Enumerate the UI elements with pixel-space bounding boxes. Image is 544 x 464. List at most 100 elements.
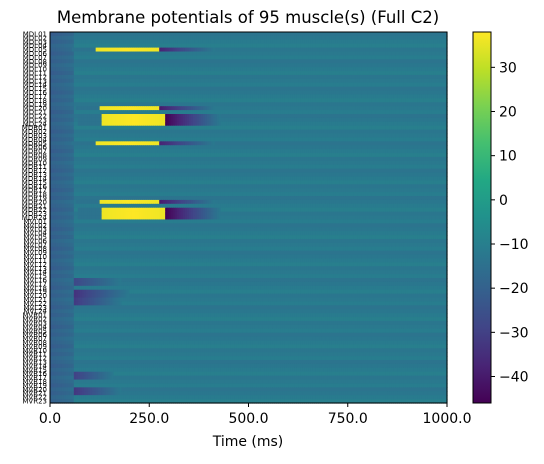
- heatmap-cell: [413, 102, 416, 107]
- heatmap-cell: [383, 90, 387, 96]
- heatmap-cell: [425, 71, 428, 76]
- heatmap-cell: [230, 117, 234, 123]
- heatmap-cell: [407, 55, 410, 60]
- heatmap-cell: [236, 51, 240, 57]
- heatmap-cell: [415, 32, 418, 37]
- heatmap-cell: [401, 98, 404, 103]
- heatmap-cell: [125, 94, 129, 99]
- heatmap-cell: [351, 59, 355, 64]
- heatmap-cell: [433, 74, 436, 80]
- heatmap-cell: [435, 47, 438, 53]
- heatmap-cell: [115, 67, 119, 72]
- heatmap-cell: [296, 55, 299, 60]
- heatmap-cell: [155, 47, 158, 53]
- heatmap-cell: [97, 67, 101, 72]
- heatmap-cell: [331, 74, 335, 80]
- heatmap-cell: [264, 63, 267, 68]
- heatmap-cell: [373, 32, 377, 37]
- heatmap-cell: [371, 71, 375, 76]
- heatmap-cell: [230, 110, 234, 115]
- heatmap-cell: [202, 63, 206, 68]
- heatmap-cell: [381, 35, 385, 41]
- heatmap-cell: [157, 125, 160, 131]
- heatmap-cell: [246, 78, 250, 84]
- heatmap-cell: [417, 43, 420, 49]
- heatmap-cell: [216, 110, 220, 115]
- heatmap-cell: [389, 121, 393, 127]
- heatmap-cell: [242, 55, 246, 60]
- heatmap-cell: [198, 74, 202, 80]
- heatmap-cell: [224, 51, 228, 57]
- heatmap-cell: [266, 43, 269, 49]
- heatmap-cell: [411, 86, 414, 92]
- heatmap-cell: [183, 59, 186, 64]
- heatmap-cell: [89, 47, 93, 53]
- heatmap-cell: [296, 86, 299, 92]
- heatmap-cell: [71, 35, 75, 41]
- heatmap-cell: [411, 32, 414, 37]
- heatmap-cell: [101, 82, 105, 88]
- heatmap-cell: [123, 90, 127, 96]
- heatmap-cell: [208, 102, 212, 107]
- heatmap-cell: [173, 86, 176, 92]
- heatmap-cell: [361, 78, 365, 84]
- heatmap-cell: [325, 78, 329, 84]
- heatmap-cell: [73, 106, 77, 111]
- heatmap-cell: [419, 35, 422, 41]
- heatmap-cell: [238, 117, 242, 123]
- heatmap-cell: [387, 110, 391, 115]
- heatmap-cell: [212, 90, 216, 96]
- heatmap-cell: [131, 114, 134, 119]
- heatmap-cell: [71, 90, 75, 96]
- heatmap-cell: [331, 67, 335, 72]
- heatmap-cell: [417, 117, 420, 123]
- heatmap-cell: [375, 98, 379, 103]
- heatmap-cell: [186, 98, 190, 103]
- heatmap-cell: [349, 98, 353, 103]
- heatmap-cell: [439, 47, 442, 53]
- heatmap-cell: [181, 59, 184, 64]
- heatmap-cell: [210, 35, 214, 41]
- heatmap-cell: [308, 117, 311, 123]
- heatmap-cell: [171, 55, 174, 60]
- heatmap-cell: [190, 121, 194, 127]
- heatmap-cell: [119, 78, 123, 84]
- heatmap-cell: [230, 86, 234, 92]
- heatmap-cell: [329, 32, 333, 37]
- heatmap-cell: [131, 94, 134, 99]
- heatmap-cell: [306, 67, 309, 72]
- heatmap-cell: [139, 82, 142, 88]
- heatmap-cell: [147, 35, 150, 41]
- heatmap-cell: [143, 86, 146, 92]
- heatmap-cell: [107, 67, 111, 72]
- heatmap-cell: [437, 102, 440, 107]
- heatmap-cell: [347, 90, 351, 96]
- heatmap-cell: [288, 59, 291, 64]
- heatmap-cell: [298, 121, 301, 127]
- heatmap-cell: [198, 35, 202, 41]
- heatmap-cell: [177, 32, 180, 37]
- heatmap-cell: [157, 78, 160, 84]
- heatmap-cell: [186, 117, 190, 123]
- heatmap-cell: [220, 82, 224, 88]
- heatmap-cell: [417, 63, 420, 68]
- heatmap-cell: [361, 98, 365, 103]
- heatmap-cell: [230, 98, 234, 103]
- heatmap-cell: [83, 86, 87, 92]
- heatmap-cell: [321, 125, 325, 131]
- heatmap-cell: [208, 32, 212, 37]
- heatmap-cell: [50, 90, 53, 96]
- heatmap-cell: [159, 121, 162, 127]
- heatmap-cell: [349, 90, 353, 96]
- heatmap-cell: [319, 55, 323, 60]
- heatmap-cell: [355, 90, 359, 96]
- heatmap-cell: [147, 90, 150, 96]
- heatmap-cell: [117, 63, 121, 68]
- heatmap-cell: [381, 82, 385, 88]
- heatmap-cell: [91, 102, 95, 107]
- heatmap-cell: [93, 117, 97, 123]
- heatmap-cell: [387, 90, 391, 96]
- heatmap-cell: [240, 55, 244, 60]
- heatmap-cell: [433, 63, 436, 68]
- heatmap-cell: [186, 78, 190, 84]
